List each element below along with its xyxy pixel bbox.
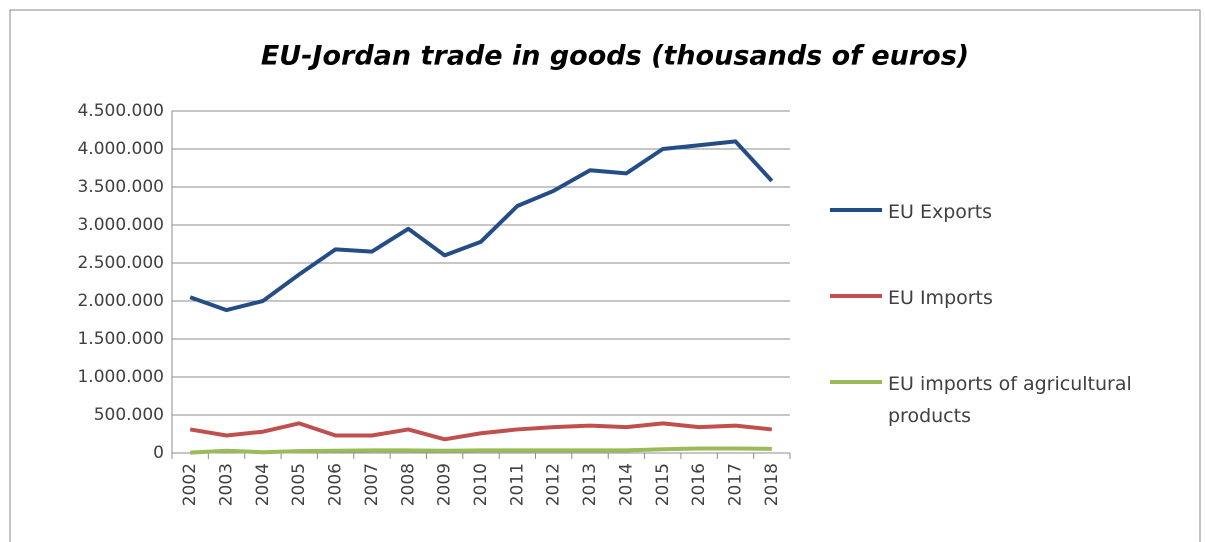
- y-tick-label: 2.500.000: [77, 253, 164, 273]
- x-tick-label: 2017: [725, 463, 745, 506]
- chart-title: EU-Jordan trade in goods (thousands of e…: [261, 41, 969, 72]
- legend-swatch: [830, 380, 882, 384]
- x-tick-label: 2011: [507, 463, 527, 506]
- legend-label: EU imports of agricultural products: [888, 373, 1132, 427]
- x-tick-label: 2006: [326, 463, 346, 506]
- x-tick-label: 2008: [398, 463, 418, 506]
- series-line: [189, 421, 773, 442]
- x-tick-label: 2013: [580, 463, 600, 506]
- y-tick-label: 500.000: [94, 405, 164, 425]
- x-tick-label: 2016: [689, 463, 709, 506]
- y-tick-label: 3.000.000: [77, 215, 164, 235]
- x-tick-label: 2005: [289, 463, 309, 506]
- legend-item: EU Imports: [830, 282, 1200, 314]
- legend-swatch: [830, 294, 882, 298]
- x-tick-label: 2012: [544, 463, 564, 506]
- series-line: [190, 446, 772, 455]
- x-tick-label: 2004: [253, 463, 273, 506]
- y-tick-label: 4.000.000: [77, 139, 164, 159]
- y-tick-label: 1.000.000: [77, 367, 164, 387]
- legend-label: EU Imports: [888, 287, 993, 309]
- legend-item: EU Exports: [830, 196, 1200, 228]
- y-tick-label: 3.500.000: [77, 177, 164, 197]
- x-tick-label: 2007: [362, 463, 382, 506]
- series-line: [189, 139, 774, 313]
- legend-item: EU imports of agricultural products: [830, 368, 1200, 432]
- chart-frame: [9, 9, 1201, 542]
- x-tick-label: 2018: [762, 463, 782, 506]
- y-tick-label: 0: [153, 443, 164, 463]
- x-tick-label: 2002: [180, 463, 200, 506]
- x-tick-label: 2003: [217, 463, 237, 506]
- x-tick-label: 2010: [471, 463, 491, 506]
- x-tick-label: 2014: [616, 463, 636, 506]
- legend-swatch: [830, 208, 882, 212]
- x-tick-label: 2009: [435, 463, 455, 506]
- y-tick-label: 1.500.000: [77, 329, 164, 349]
- y-tick-label: 4.500.000: [77, 101, 164, 121]
- x-tick-label: 2015: [653, 463, 673, 506]
- y-tick-label: 2.000.000: [77, 291, 164, 311]
- legend-label: EU Exports: [888, 201, 993, 223]
